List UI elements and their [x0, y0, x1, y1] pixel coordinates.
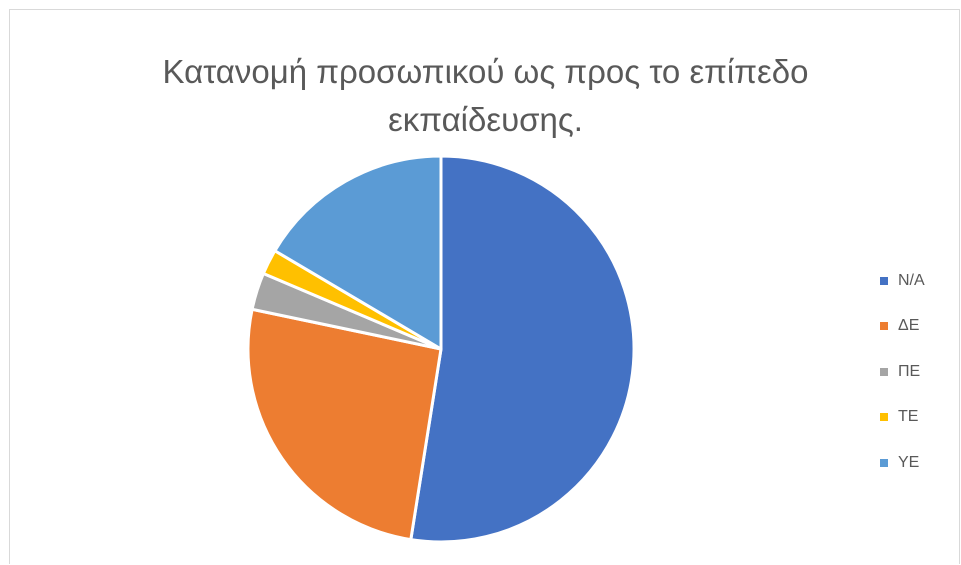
chart-area: Κατανομή προσωπικού ως προς το επίπεδο ε… — [9, 9, 960, 564]
legend-swatch-ye — [880, 458, 888, 467]
legend-item-pe: ΠΕ — [880, 349, 925, 395]
pie-slice-na — [409, 154, 636, 544]
legend-swatch-na — [880, 276, 888, 285]
legend-label-na: N/A — [898, 271, 925, 289]
pie-slices — [246, 154, 636, 544]
legend-label-ye: ΥΕ — [898, 453, 920, 471]
legend-label-te: ΤΕ — [898, 408, 919, 426]
pie-slice-de — [246, 307, 443, 542]
legend-label-de: ΔΕ — [898, 317, 920, 335]
legend-item-ye: ΥΕ — [880, 440, 925, 486]
legend-item-na: N/A — [880, 258, 925, 304]
legend-swatch-de — [880, 322, 888, 331]
pie-chart — [246, 154, 636, 544]
pie-slice-ye — [273, 154, 443, 351]
legend-swatch-pe — [880, 367, 888, 376]
legend: N/A ΔΕ ΠΕ ΤΕ ΥΕ — [880, 258, 925, 486]
legend-item-te: ΤΕ — [880, 395, 925, 441]
chart-title-line-1: Κατανομή προσωπικού ως προς το επίπεδο — [162, 53, 809, 90]
legend-item-de: ΔΕ — [880, 304, 925, 350]
legend-swatch-te — [880, 413, 888, 422]
legend-label-pe: ΠΕ — [898, 362, 921, 380]
chart-title: Κατανομή προσωπικού ως προς το επίπεδο ε… — [10, 48, 961, 144]
chart-title-line-2: εκπαίδευσης. — [388, 101, 583, 138]
